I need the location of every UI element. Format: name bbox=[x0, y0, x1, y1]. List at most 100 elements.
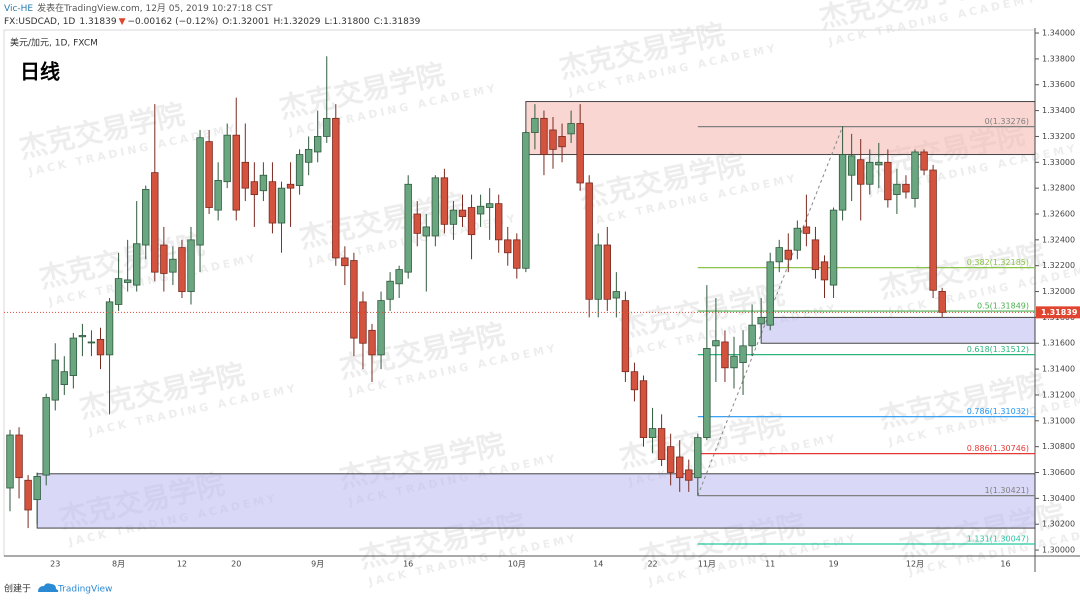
x-tick-label: 12 bbox=[177, 560, 187, 569]
candle-body bbox=[304, 148, 313, 163]
candle-body bbox=[513, 239, 521, 269]
candle-body bbox=[531, 117, 539, 133]
fib-label: 0.382(1.32185) bbox=[967, 258, 1029, 267]
candle-body bbox=[259, 174, 268, 192]
x-tick-label: 23 bbox=[50, 560, 60, 569]
candle-body bbox=[929, 169, 937, 291]
candle-body bbox=[893, 183, 901, 196]
candle-body bbox=[277, 187, 286, 224]
x-tick-label: 16 bbox=[403, 560, 413, 569]
candle-body bbox=[178, 247, 186, 292]
fib-label: 1.131(1.30047) bbox=[967, 534, 1029, 543]
candle-body bbox=[350, 260, 358, 339]
y-tick-label: 1.33200 bbox=[1042, 132, 1075, 141]
y-tick-label: 1.32800 bbox=[1042, 184, 1075, 193]
candle-body bbox=[694, 437, 702, 479]
header-line-1: Vic-HE 发表在TradingView.com, 12月 05, 2019 1… bbox=[4, 2, 273, 14]
y-tick-label: 1.33600 bbox=[1042, 80, 1075, 89]
fib-label: 1(1.30421) bbox=[985, 486, 1029, 495]
candle-body bbox=[558, 136, 566, 148]
candle-body bbox=[69, 337, 78, 376]
header-line-2: FX:USDCAD, 1D 1.31839 ▼ −0.00162 (−0.12%) O:… bbox=[4, 17, 421, 27]
candle-body bbox=[802, 226, 811, 234]
y-tick-label: 1.30000 bbox=[1042, 546, 1075, 555]
candle-body bbox=[748, 324, 756, 347]
y-tick-label: 1.31600 bbox=[1042, 339, 1075, 348]
candle-body bbox=[15, 434, 23, 479]
candle-body bbox=[24, 479, 32, 511]
ohlc-close: C:1.31839 bbox=[374, 17, 421, 27]
candle-body bbox=[431, 177, 440, 237]
candle-body bbox=[295, 154, 304, 186]
y-tick-label: 1.30200 bbox=[1042, 520, 1075, 529]
y-tick-label: 1.33000 bbox=[1042, 158, 1075, 167]
candle-body bbox=[169, 258, 177, 273]
candle-body bbox=[847, 155, 856, 176]
candle-body bbox=[241, 161, 249, 189]
candle-body bbox=[621, 300, 630, 373]
candle-body bbox=[33, 475, 41, 501]
legend-text: 美元/加元, 1D, FXCM bbox=[10, 37, 98, 49]
candle-body bbox=[820, 261, 829, 281]
candle-body bbox=[811, 239, 820, 270]
candle-body bbox=[440, 177, 449, 225]
zone bbox=[760, 316, 1036, 344]
candle-body bbox=[884, 161, 892, 201]
candle-body bbox=[585, 182, 593, 300]
candle-body bbox=[721, 341, 729, 369]
fib-label: 0.786(1.31032) bbox=[967, 407, 1029, 416]
candle-body bbox=[612, 291, 621, 299]
x-tick-label: 9月 bbox=[311, 560, 324, 569]
y-tick-label: 1.34000 bbox=[1042, 29, 1075, 38]
candle-body bbox=[449, 209, 458, 225]
chart-title: 日线 bbox=[20, 60, 60, 84]
candle-body bbox=[323, 117, 331, 137]
ohlc-low: L:1.31800 bbox=[325, 17, 371, 27]
candle-body bbox=[540, 117, 548, 155]
candle-body bbox=[368, 329, 376, 356]
y-tick-label: 1.31200 bbox=[1042, 390, 1075, 399]
candle-body bbox=[42, 397, 50, 476]
symbol: FX:USDCAD, 1D bbox=[4, 17, 75, 27]
change: −0.00162 (−0.12%) bbox=[128, 17, 219, 27]
candle-body bbox=[766, 261, 774, 326]
candle-body bbox=[920, 151, 928, 171]
y-tick-label: 1.31400 bbox=[1042, 365, 1075, 374]
candle-body bbox=[105, 301, 114, 356]
candle-body bbox=[286, 183, 295, 189]
candle-body bbox=[603, 244, 611, 300]
candle-body bbox=[196, 137, 204, 246]
candle-body bbox=[458, 209, 467, 217]
candle-body bbox=[160, 244, 168, 274]
candle-body bbox=[341, 257, 349, 267]
candle-body bbox=[214, 179, 222, 211]
candle-body bbox=[902, 183, 910, 193]
y-tick-label: 1.33800 bbox=[1042, 54, 1075, 63]
author: Vic-HE bbox=[4, 4, 33, 14]
candle-body bbox=[377, 300, 385, 356]
footer-prefix: 创建于 bbox=[4, 583, 31, 595]
y-tick-label: 1.32400 bbox=[1042, 235, 1075, 244]
y-tick-label: 1.32600 bbox=[1042, 209, 1075, 218]
zone bbox=[36, 473, 1036, 529]
candle-body bbox=[395, 269, 403, 285]
fib-label: 0.886(1.30746) bbox=[967, 444, 1029, 453]
candle-body bbox=[60, 371, 68, 386]
candle-body bbox=[685, 469, 693, 481]
x-tick-label: 16 bbox=[1000, 560, 1010, 569]
x-tick-label: 11月 bbox=[698, 560, 716, 569]
candle-body bbox=[630, 371, 639, 391]
candle-body bbox=[829, 209, 838, 286]
candle-body bbox=[6, 434, 14, 489]
candle-body bbox=[793, 227, 802, 251]
candle-body bbox=[413, 213, 421, 234]
candle-body bbox=[332, 117, 340, 259]
x-tick-label: 12月 bbox=[906, 560, 924, 569]
candle-body bbox=[151, 172, 159, 273]
plot-layer: 0(1.33276) 0.382(1.32185) 0.5(1.31849) 0.61… bbox=[4, 56, 1036, 545]
x-tick-label: 19 bbox=[828, 560, 838, 569]
candle-body bbox=[250, 181, 259, 196]
candle-body bbox=[485, 203, 494, 208]
candle-body bbox=[142, 189, 150, 246]
